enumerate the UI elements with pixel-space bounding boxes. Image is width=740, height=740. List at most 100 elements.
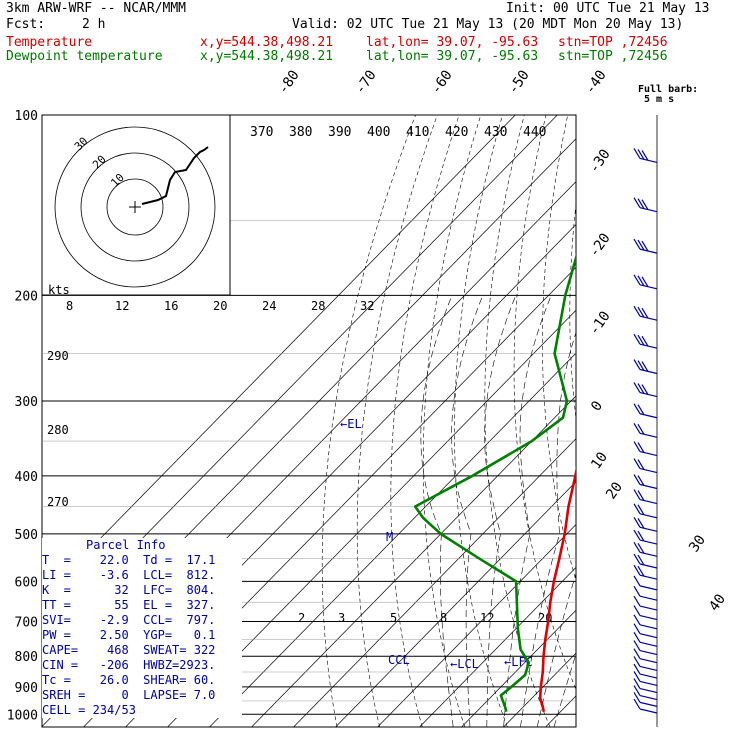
isotherm-label: -50: [505, 67, 533, 97]
barb-flag: [633, 648, 641, 659]
barb-flag: [637, 565, 645, 577]
wind-barb: [633, 516, 658, 532]
theta-e-label: 8: [66, 299, 73, 313]
parcel-info-box: Parcel Info T = 22.0 Td = 17.1 LI = -3.6 …: [42, 538, 242, 718]
dewpoint-legend-name: Dewpoint temperature: [6, 49, 163, 64]
wind-barb: [633, 403, 658, 419]
barb-shaft: [639, 694, 658, 701]
wind-barb: [633, 423, 658, 438]
isotherm-line: [251, 395, 576, 727]
theta-label: 390: [328, 125, 351, 140]
barb-flag: [637, 530, 645, 542]
parcel-info-row: PW = 2.50 YGP= 0.1: [42, 628, 216, 642]
wind-barb: [633, 197, 658, 213]
isotherm-label: 30: [686, 532, 709, 555]
barb-shaft: [639, 551, 658, 557]
barb-flag: [637, 554, 645, 566]
barb-flag: [633, 403, 641, 415]
barb-flag: [633, 656, 641, 667]
wind-barb: [633, 542, 658, 557]
theta-left-label: 270: [47, 495, 69, 509]
isotherm-line: [42, 115, 516, 599]
barb-shaft: [639, 284, 658, 290]
isotherm-label: 40: [706, 591, 729, 614]
barb-flag: [637, 442, 645, 453]
parcel-info-row: LI = -3.6 LCL= 812.: [42, 568, 216, 582]
wind-barb: [633, 148, 658, 164]
isotherm-line: [503, 652, 576, 727]
barb-shaft: [639, 563, 658, 569]
barb-flag: [637, 475, 645, 486]
wind-barb: [633, 698, 658, 714]
parcel-info-row: TT = 55 EL = 327.: [42, 598, 216, 612]
wind-barb: [633, 564, 658, 580]
dewpoint-legend-latlon: lat,lon= 39.07, -95.63: [366, 49, 539, 64]
level-marker-ccl: CCL: [388, 653, 410, 667]
wind-barb: [633, 692, 658, 707]
barb-shaft: [639, 673, 658, 679]
dewpoint-legend-xy: x,y=544.38,498.21: [200, 49, 334, 64]
hodograph-ring: [54, 126, 216, 288]
barb-shaft: [639, 615, 658, 621]
theta-left-label: 290: [47, 349, 69, 363]
barb-flag: [633, 197, 641, 209]
temperature-legend-latlon: lat,lon= 39.07, -95.63: [366, 35, 539, 50]
pressure-tick-label: 400: [15, 470, 38, 485]
barb-flag: [637, 239, 645, 251]
barb-flag: [633, 529, 641, 541]
valid-time: Valid: 02 UTC Tue 21 May 13 (20 MDT Mon …: [292, 17, 684, 32]
isotherm-label: -30: [586, 146, 614, 176]
pressure-tick-label: 600: [15, 575, 38, 590]
barb-flag: [633, 305, 641, 317]
barb-shaft: [639, 665, 658, 672]
parcel-info-row: SREH = 0 LAPSE= 7.0: [42, 688, 216, 702]
level-marker-m: M: [386, 530, 393, 544]
wind-barb: [633, 441, 658, 457]
isotherm-line: [588, 115, 740, 727]
barb-flag: [637, 543, 645, 554]
parcel-info-row: T = 22.0 Td = 17.1: [42, 553, 216, 567]
barb-flag: [637, 306, 645, 318]
barb-shaft: [639, 413, 658, 419]
dry-adiabat: [542, 115, 576, 582]
temperature-legend-station: stn=TOP ,72456: [558, 35, 668, 50]
barb-flag: [633, 623, 641, 634]
theta-e-label: 32: [360, 299, 374, 313]
barb-flag: [637, 198, 645, 210]
parcel-info-row: Tc = 26.0 SHEAR= 60.: [42, 673, 216, 687]
moist-adiabat: [420, 295, 454, 727]
theta-left-label: 280: [47, 423, 69, 437]
parcel-info-row: CAPE= 468 SWEAT= 322: [42, 643, 216, 657]
dry-adiabat: [321, 115, 416, 727]
wind-barb: [633, 333, 658, 349]
background-lines: [42, 115, 740, 727]
parcel-info-rows: T = 22.0 Td = 17.1 LI = -3.6 LCL= 812. K =…: [42, 553, 242, 718]
barb-shaft: [639, 539, 658, 545]
barb-flag: [633, 614, 641, 626]
wind-barb: [633, 585, 658, 601]
dry-adiabat: [423, 115, 482, 727]
wind-barb: [633, 382, 658, 398]
barb-shaft: [639, 483, 658, 490]
barb-flag: [641, 384, 649, 395]
theta-e-label: 16: [164, 299, 178, 313]
wind-barb: [633, 678, 658, 694]
theta-label: 380: [289, 125, 312, 140]
barb-shaft: [639, 641, 658, 647]
hodograph-ring: [80, 152, 190, 262]
barb-flag: [633, 575, 641, 587]
wind-barb: [633, 274, 658, 290]
dry-adiabat: [672, 115, 740, 727]
pressure-tick-label: 1000: [7, 708, 38, 723]
theta-e-label: 20: [213, 299, 227, 313]
wind-barb: [633, 575, 658, 591]
dewpoint-line: [413, 253, 576, 713]
isotherm-label: -60: [428, 67, 456, 97]
barb-shaft: [639, 624, 658, 630]
barb-shaft: [639, 658, 658, 664]
isotherm-label: -20: [586, 230, 614, 260]
dry-adiabat: [484, 115, 551, 727]
barb-flag: [633, 692, 641, 703]
temperature-legend-name: Temperature: [6, 35, 93, 50]
wind-barb: [633, 631, 658, 647]
